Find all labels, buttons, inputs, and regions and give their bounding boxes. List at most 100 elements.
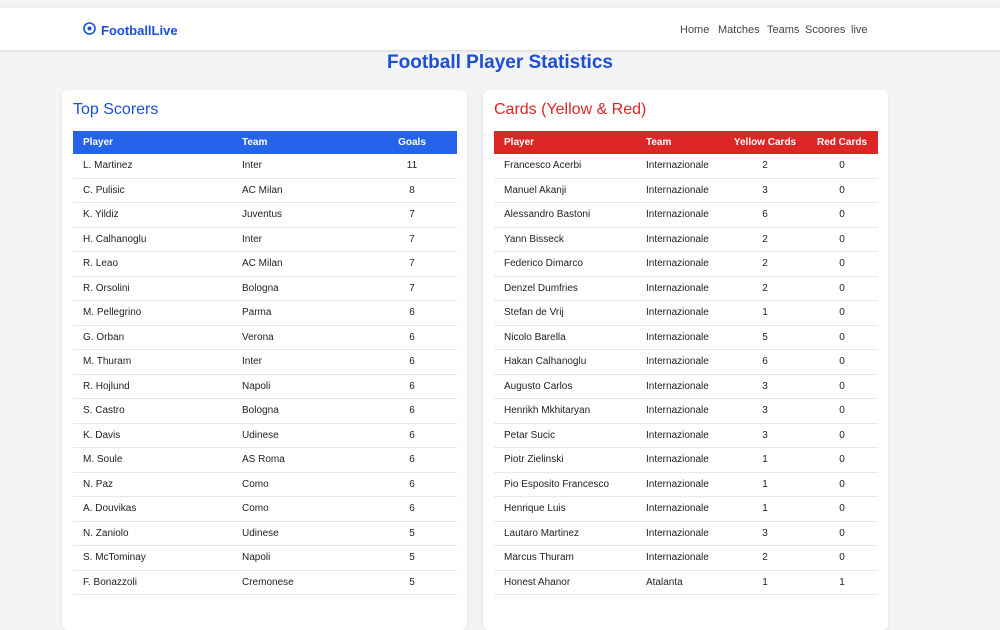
table-cell: Internazionale <box>646 184 709 196</box>
table-cell: N. Zaniolo <box>83 527 129 539</box>
table-cell: 0 <box>839 160 845 171</box>
table-cell: Stefan de Vrij <box>504 307 564 318</box>
table-cell: 3 <box>762 527 768 539</box>
table-cell: 1 <box>839 576 845 588</box>
table-row: Piotr Zielinski Internazionale 1 0 <box>494 448 878 473</box>
table-row: Pio Esposito Francesco Internazionale 1 0 <box>494 473 878 497</box>
table-cell: 0 <box>839 282 845 294</box>
table-cell: 3 <box>762 405 768 416</box>
table-cell: Inter <box>242 233 263 245</box>
table-row: Manuel Akanji Internazionale 3 0 <box>494 179 878 203</box>
nav-link[interactable]: Matches <box>718 24 760 36</box>
table-cell: K. Davis <box>83 429 121 441</box>
column-header: Player <box>83 137 114 148</box>
nav-link[interactable]: live <box>851 24 868 36</box>
table-cell: Bologna <box>242 282 279 294</box>
table-cell: Cremonese <box>242 576 294 588</box>
table-row: F. Bonazzoli Cremonese 5 <box>73 571 457 595</box>
table-cell: 0 <box>839 527 845 539</box>
table-cell: Internazionale <box>646 454 709 465</box>
table-cell: 7 <box>409 209 415 220</box>
table-cell: Internazionale <box>646 478 709 490</box>
table-cell: F. Bonazzoli <box>83 576 137 588</box>
table-cell: 0 <box>839 233 845 245</box>
table-cell: 0 <box>839 209 845 220</box>
table-cell: 0 <box>839 405 845 416</box>
table-cell: 3 <box>762 380 768 392</box>
table-cell: Como <box>242 503 269 514</box>
table-cell: L. Martinez <box>83 160 133 171</box>
table-cell: Internazionale <box>646 233 709 245</box>
column-header: Team <box>242 137 268 148</box>
table-cell: 1 <box>762 576 768 588</box>
table-cell: Lautaro Martinez <box>504 527 580 539</box>
table-cell: 5 <box>409 576 415 588</box>
table-cell: 6 <box>409 307 415 318</box>
table-row: A. Douvikas Como 6 <box>73 497 457 522</box>
table-cell: Internazionale <box>646 552 709 563</box>
table-cell: R. Hojlund <box>83 380 130 392</box>
cards-card: Cards (Yellow & Red) Player Team Yellow Ca… <box>483 90 888 630</box>
table-cell: R. Leao <box>83 258 119 269</box>
table-cell: Internazionale <box>646 307 709 318</box>
table-row: Denzel Dumfries Internazionale 2 0 <box>494 277 878 301</box>
table-cell: Internazionale <box>646 331 709 343</box>
table-cell: Pio Esposito Francesco <box>504 478 610 490</box>
brand[interactable]: FootballLive <box>101 23 178 38</box>
table-cell: M. Pellegrino <box>83 307 142 318</box>
logo-icon <box>83 22 96 35</box>
table-row: M. Thuram Inter 6 <box>73 350 457 375</box>
table-cell: 7 <box>409 233 415 245</box>
table-cell: Yann Bisseck <box>504 233 564 245</box>
table-cell: 1 <box>762 307 768 318</box>
table-cell: 2 <box>762 160 768 171</box>
table-cell: K. Yildiz <box>83 209 119 220</box>
table-cell: Udinese <box>242 429 279 441</box>
table-row: Yann Bisseck Internazionale 2 0 <box>494 228 878 252</box>
table-row: K. Davis Udinese 6 <box>73 424 457 448</box>
table-row: Augusto Carlos Internazionale 3 0 <box>494 375 878 399</box>
table-cell: M. Soule <box>83 454 123 465</box>
table-row: Henrikh Mkhitaryan Internazionale 3 0 <box>494 399 878 424</box>
table-row: N. Paz Como 6 <box>73 473 457 497</box>
table-cell: Udinese <box>242 527 279 539</box>
table-row: N. Zaniolo Udinese 5 <box>73 522 457 546</box>
table-cell: Marcus Thuram <box>504 552 574 563</box>
table-cell: 0 <box>839 552 845 563</box>
table-cell: Parma <box>242 307 272 318</box>
table-cell: AC Milan <box>242 258 283 269</box>
table-cell: 0 <box>839 478 845 490</box>
table-cell: S. Castro <box>83 405 125 416</box>
column-header: Goals <box>398 137 426 148</box>
table-cell: Nicolo Barella <box>504 331 566 343</box>
table-row: Federico Dimarco Internazionale 2 0 <box>494 252 878 277</box>
table-cell: 3 <box>762 184 768 196</box>
table-cell: Internazionale <box>646 429 709 441</box>
table-row: S. McTominay Napoli 5 <box>73 546 457 571</box>
table-cell: Denzel Dumfries <box>504 282 578 294</box>
table-row: L. Martinez Inter 11 <box>73 154 457 179</box>
table-cell: Honest Ahanor <box>504 576 571 588</box>
table-row: Stefan de Vrij Internazionale 1 0 <box>494 301 878 326</box>
table-cell: 1 <box>762 503 768 514</box>
nav-link[interactable]: Scoores <box>805 24 846 36</box>
table-cell: 0 <box>839 356 845 367</box>
column-header: Red Cards <box>816 137 868 148</box>
table-row: Hakan Calhanoglu Internazionale 6 0 <box>494 350 878 375</box>
table-cell: Juventus <box>242 209 283 220</box>
table-row: Alessandro Bastoni Internazionale 6 0 <box>494 203 878 228</box>
table-cell: 6 <box>409 331 415 343</box>
table-cell: 6 <box>409 503 415 514</box>
table-row: K. Yildiz Juventus 7 <box>73 203 457 228</box>
table-cell: 0 <box>839 454 845 465</box>
card-title: Cards (Yellow & Red) <box>494 101 647 118</box>
table-row: M. Pellegrino Parma 6 <box>73 301 457 326</box>
table-row: Nicolo Barella Internazionale 5 0 <box>494 326 878 350</box>
nav-link[interactable]: Teams <box>767 24 800 36</box>
nav-link[interactable]: Home <box>680 24 710 36</box>
table-cell: Alessandro Bastoni <box>504 209 591 220</box>
table-cell: 3 <box>762 429 768 441</box>
table-cell: AC Milan <box>242 184 283 196</box>
table-row: Lautaro Martinez Internazionale 3 0 <box>494 522 878 546</box>
table-cell: 0 <box>839 429 845 441</box>
